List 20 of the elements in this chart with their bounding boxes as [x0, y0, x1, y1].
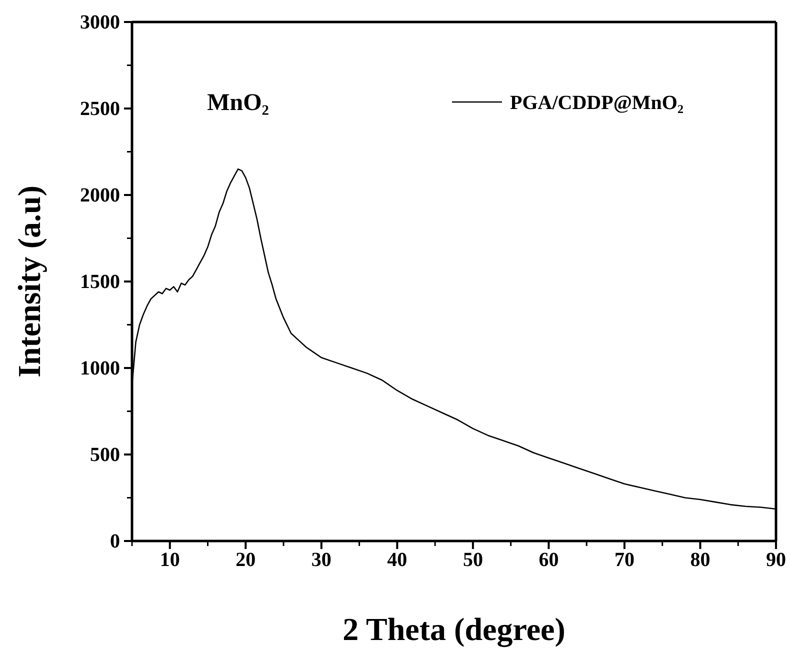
- x-tick-label: 70: [614, 549, 634, 572]
- x-tick-label: 30: [311, 549, 332, 572]
- y-tick-label: 0: [110, 530, 120, 552]
- annotation: MnO₂: [207, 90, 269, 116]
- y-tick-label: 3000: [80, 11, 120, 34]
- x-tick-label: 10: [160, 549, 180, 572]
- y-tick-label: 2500: [80, 98, 120, 120]
- x-tick-label: 50: [462, 549, 483, 572]
- legend-label: PGA/CDDP@MnO₂: [510, 92, 684, 114]
- y-tick-label: 500: [90, 444, 120, 466]
- x-tick-label: 40: [387, 549, 408, 572]
- x-tick-label: 80: [690, 549, 710, 572]
- x-tick-label: 20: [236, 549, 256, 572]
- y-axis-title: Intensity (a.u): [11, 185, 47, 378]
- y-tick-label: 1500: [80, 270, 120, 293]
- y-tick-label: 1000: [80, 357, 120, 380]
- y-tick-label: 2000: [80, 184, 120, 206]
- x-tick-label: 90: [766, 549, 786, 572]
- x-axis-title: 2 Theta (degree): [342, 611, 566, 648]
- x-tick-label: 60: [538, 549, 559, 572]
